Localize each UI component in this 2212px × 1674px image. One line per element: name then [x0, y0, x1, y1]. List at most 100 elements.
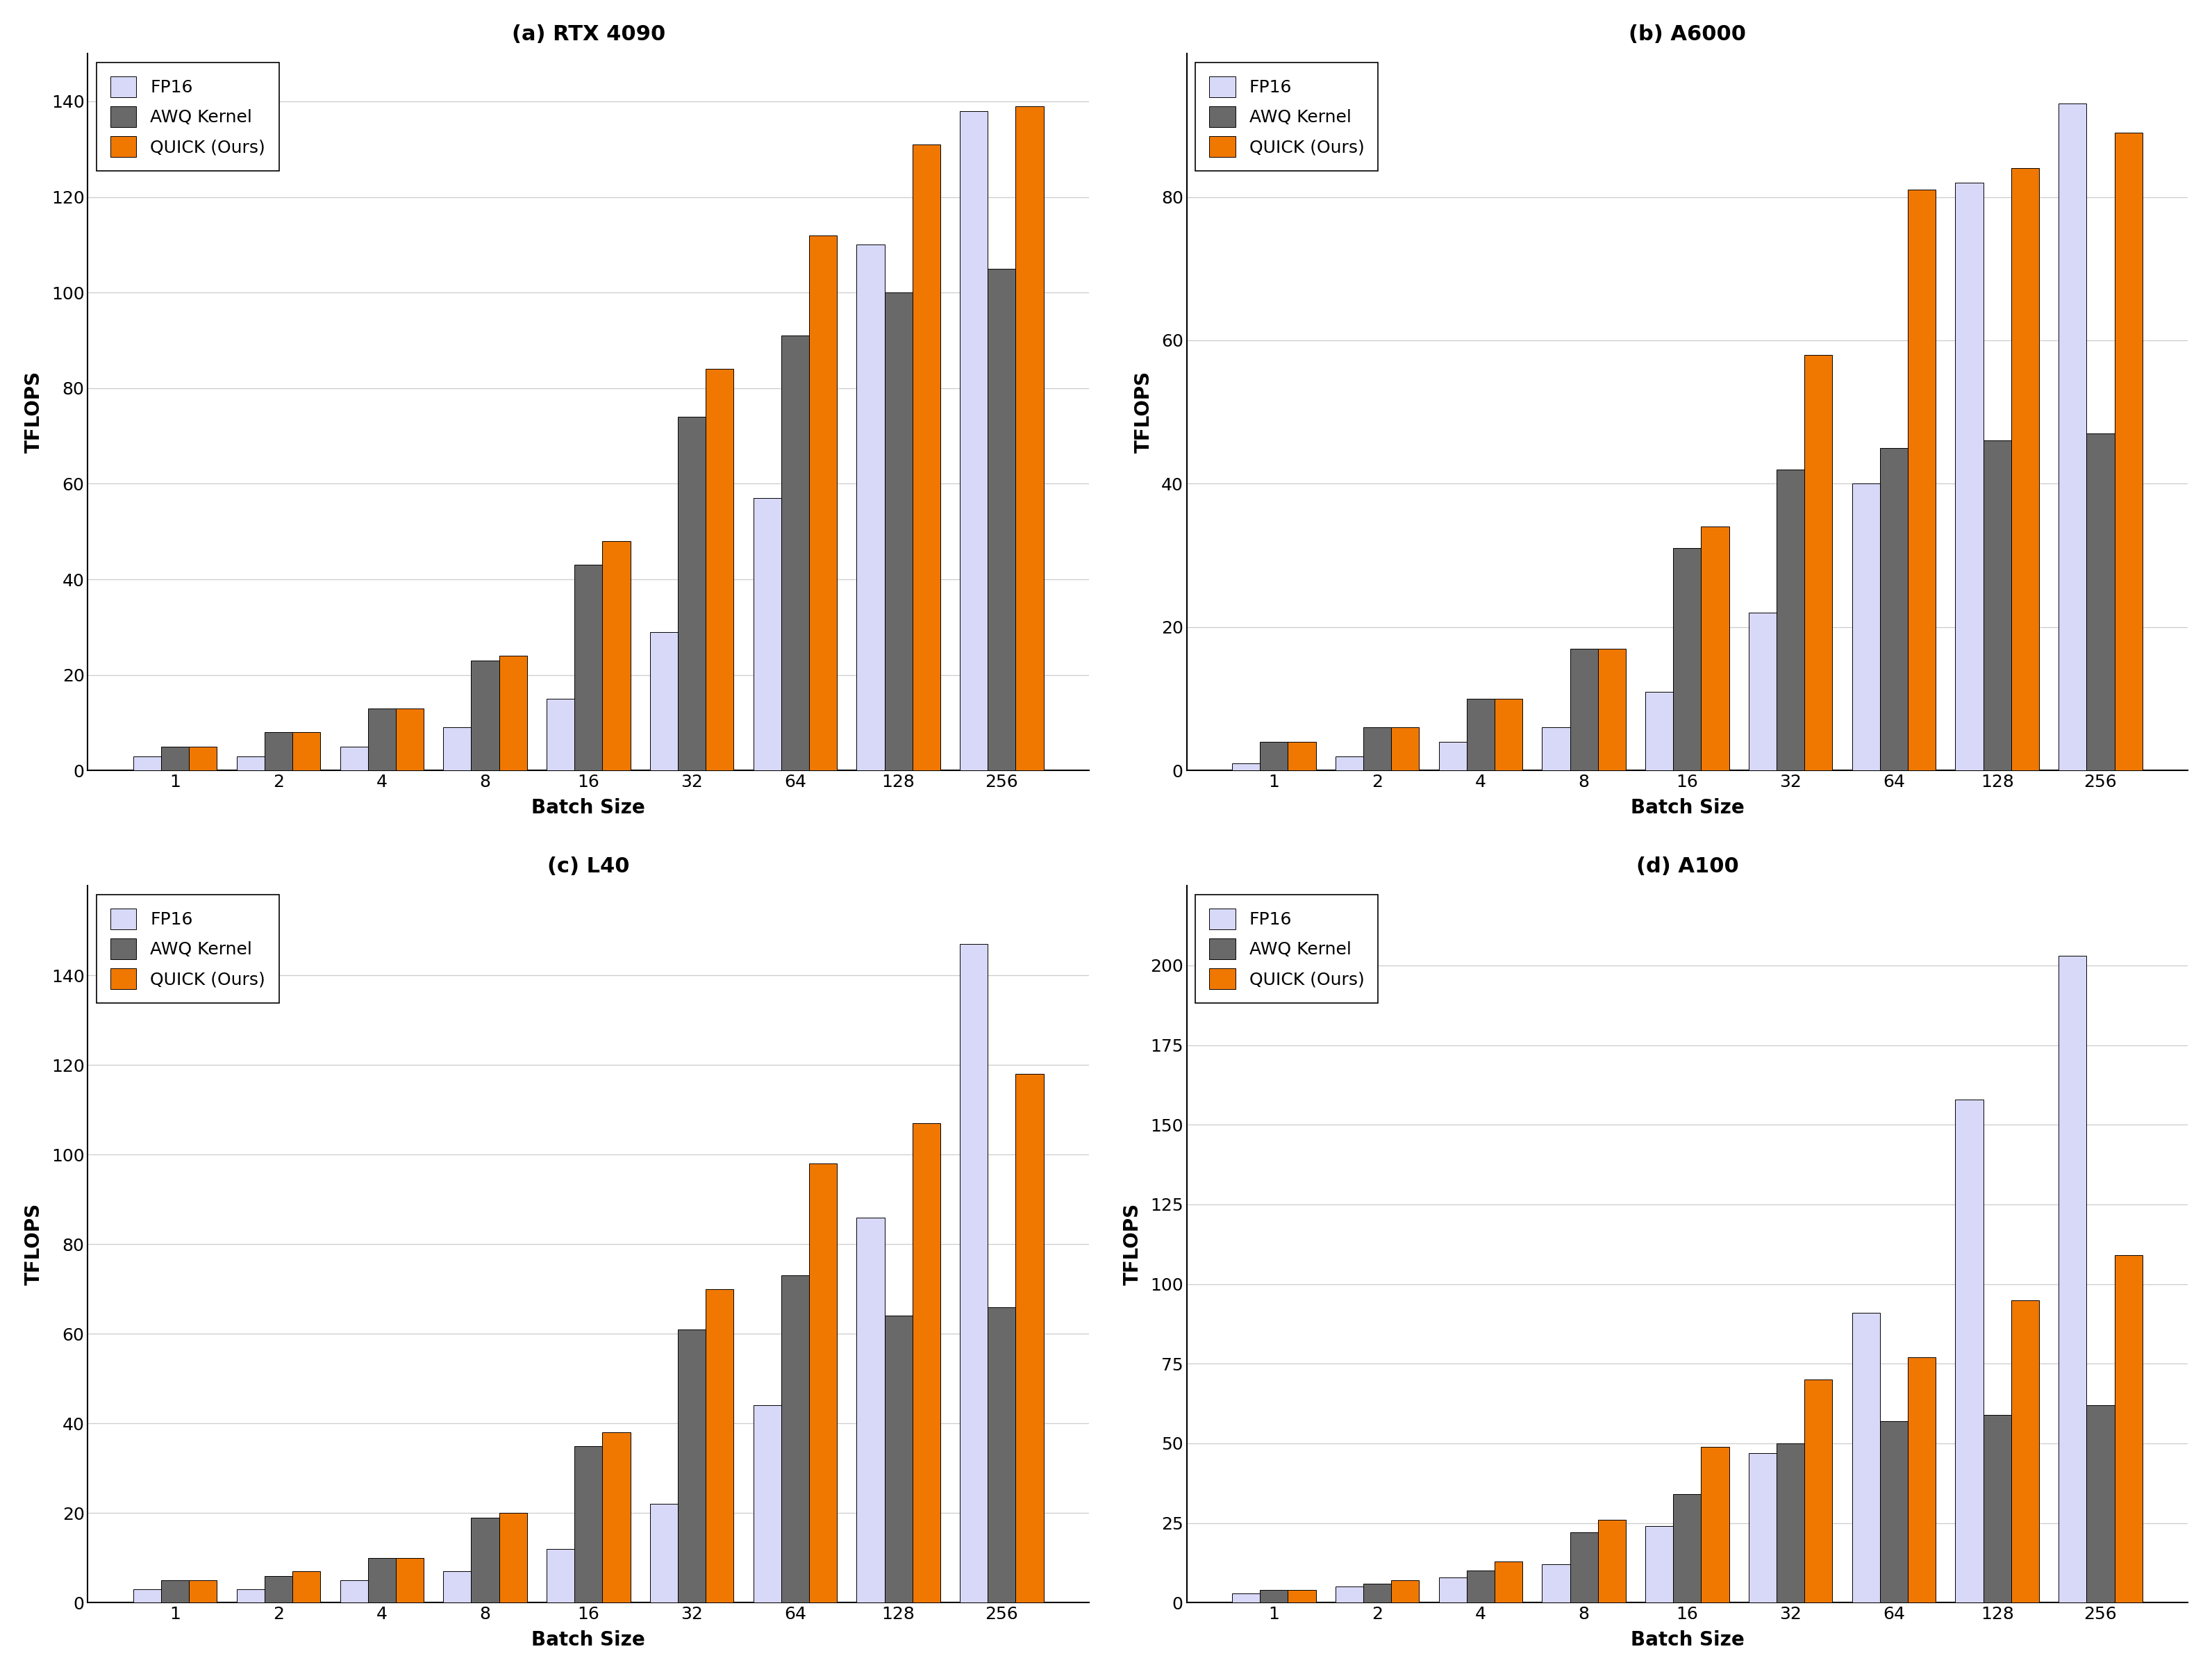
- Bar: [1955, 182, 1984, 770]
- Bar: [677, 1329, 706, 1602]
- Bar: [911, 1123, 940, 1602]
- Bar: [1495, 698, 1522, 770]
- Bar: [265, 732, 292, 770]
- Bar: [1597, 648, 1626, 770]
- Bar: [1363, 728, 1391, 770]
- Bar: [1907, 1358, 1936, 1602]
- Bar: [1391, 1580, 1420, 1602]
- Bar: [471, 1518, 500, 1602]
- Bar: [367, 708, 396, 770]
- Bar: [133, 757, 161, 770]
- Bar: [396, 1558, 425, 1602]
- Bar: [161, 747, 188, 770]
- Legend: FP16, AWQ Kernel, QUICK (Ours): FP16, AWQ Kernel, QUICK (Ours): [1194, 62, 1378, 171]
- Bar: [960, 944, 989, 1602]
- Bar: [1750, 613, 1776, 770]
- Bar: [1571, 1533, 1597, 1602]
- Bar: [1438, 1577, 1467, 1602]
- Bar: [442, 1572, 471, 1602]
- Bar: [1438, 742, 1467, 770]
- Bar: [1672, 1495, 1701, 1602]
- Bar: [237, 1589, 265, 1602]
- Bar: [1261, 1590, 1287, 1602]
- Bar: [1571, 648, 1597, 770]
- Bar: [1701, 1446, 1730, 1602]
- Bar: [1984, 1415, 2011, 1602]
- Title: (a) RTX 4090: (a) RTX 4090: [511, 23, 666, 44]
- Bar: [471, 661, 500, 770]
- Bar: [500, 656, 526, 770]
- Bar: [575, 1446, 602, 1602]
- Bar: [1261, 742, 1287, 770]
- Bar: [1880, 1421, 1907, 1602]
- Bar: [1701, 527, 1730, 770]
- Bar: [396, 708, 425, 770]
- Y-axis label: TFLOPS: TFLOPS: [1124, 1204, 1141, 1286]
- Bar: [1015, 1075, 1044, 1602]
- Bar: [885, 1316, 911, 1602]
- Legend: FP16, AWQ Kernel, QUICK (Ours): FP16, AWQ Kernel, QUICK (Ours): [97, 894, 279, 1003]
- Bar: [1363, 1584, 1391, 1602]
- Bar: [1907, 189, 1936, 770]
- Bar: [1776, 469, 1805, 770]
- Bar: [1750, 1453, 1776, 1602]
- Bar: [2059, 956, 2086, 1602]
- Bar: [1805, 355, 1832, 770]
- Bar: [1232, 763, 1261, 770]
- Bar: [133, 1589, 161, 1602]
- Bar: [810, 1163, 836, 1602]
- Bar: [650, 631, 677, 770]
- Bar: [575, 566, 602, 770]
- Y-axis label: TFLOPS: TFLOPS: [24, 372, 44, 454]
- Bar: [856, 244, 885, 770]
- Bar: [500, 1513, 526, 1602]
- Bar: [1805, 1379, 1832, 1602]
- Bar: [1287, 1590, 1316, 1602]
- Bar: [546, 698, 575, 770]
- Y-axis label: TFLOPS: TFLOPS: [24, 1204, 44, 1286]
- Bar: [2011, 169, 2039, 770]
- Bar: [781, 1276, 810, 1602]
- X-axis label: Batch Size: Batch Size: [531, 1630, 646, 1651]
- Bar: [911, 144, 940, 770]
- Bar: [265, 1575, 292, 1602]
- Bar: [1336, 1587, 1363, 1602]
- Bar: [1984, 440, 2011, 770]
- Bar: [161, 1580, 188, 1602]
- Bar: [1851, 484, 1880, 770]
- Bar: [1391, 728, 1420, 770]
- Bar: [1287, 742, 1316, 770]
- Bar: [1467, 1570, 1495, 1602]
- Legend: FP16, AWQ Kernel, QUICK (Ours): FP16, AWQ Kernel, QUICK (Ours): [1194, 894, 1378, 1003]
- Bar: [188, 1580, 217, 1602]
- Bar: [442, 728, 471, 770]
- Bar: [810, 236, 836, 770]
- Bar: [341, 1580, 367, 1602]
- Bar: [188, 747, 217, 770]
- Bar: [706, 1289, 734, 1602]
- Bar: [2086, 1404, 2115, 1602]
- Bar: [706, 368, 734, 770]
- X-axis label: Batch Size: Batch Size: [1630, 1630, 1743, 1651]
- Bar: [2011, 1301, 2039, 1602]
- Bar: [754, 499, 781, 770]
- Bar: [602, 541, 630, 770]
- Bar: [781, 335, 810, 770]
- Bar: [1672, 549, 1701, 770]
- Bar: [341, 747, 367, 770]
- Bar: [237, 757, 265, 770]
- Bar: [1336, 757, 1363, 770]
- X-axis label: Batch Size: Batch Size: [1630, 798, 1743, 817]
- Bar: [1880, 449, 1907, 770]
- Title: (b) A6000: (b) A6000: [1628, 23, 1745, 44]
- Bar: [2086, 434, 2115, 770]
- Bar: [2115, 132, 2143, 770]
- Bar: [677, 417, 706, 770]
- Bar: [546, 1548, 575, 1602]
- Bar: [1542, 1565, 1571, 1602]
- Bar: [292, 1572, 321, 1602]
- X-axis label: Batch Size: Batch Size: [531, 798, 646, 817]
- Title: (c) L40: (c) L40: [546, 857, 630, 877]
- Bar: [1646, 1527, 1672, 1602]
- Bar: [292, 732, 321, 770]
